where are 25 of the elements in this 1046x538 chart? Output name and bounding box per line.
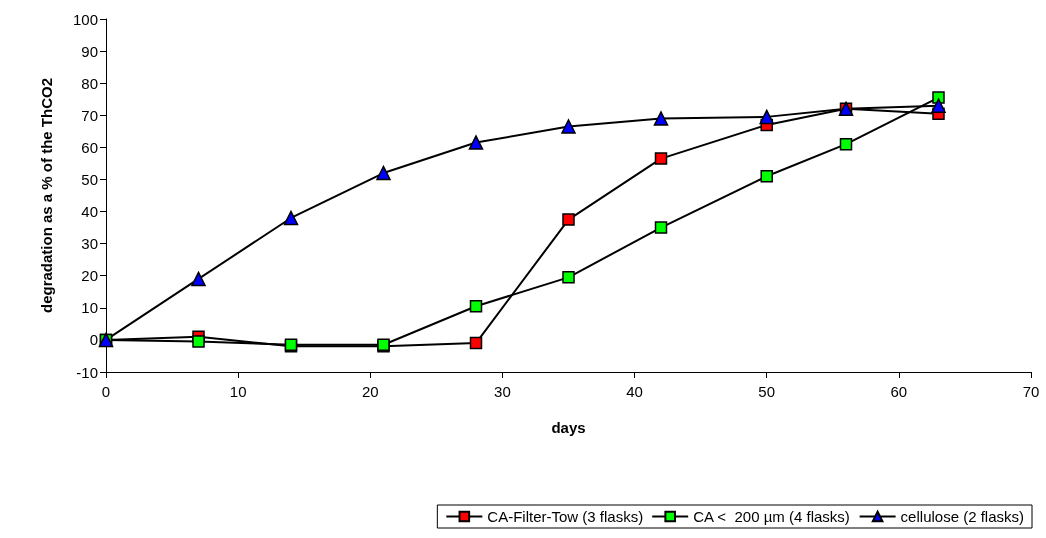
y-tick-label: 10 — [81, 299, 98, 317]
y-tick-label: 80 — [81, 74, 98, 92]
x-tick-label: 60 — [890, 383, 908, 400]
legend-label: CA < 200 µm (4 flasks) — [693, 508, 850, 525]
y-tick-label: 50 — [81, 170, 98, 188]
x-tick-label: 10 — [229, 383, 247, 400]
y-tick-label: 70 — [81, 106, 98, 124]
y-tick-label: 40 — [81, 203, 98, 221]
legend-label: CA-Filter-Tow (3 flasks) — [487, 508, 644, 525]
y-tick-label: 90 — [81, 42, 98, 60]
y-tick-label: -10 — [76, 363, 98, 381]
y-axis-title: degradation as a % of the ThCO2 — [38, 77, 55, 314]
x-tick-label: 0 — [101, 383, 111, 400]
x-tick-label: 40 — [626, 383, 643, 400]
x-tick-label: 50 — [758, 383, 776, 400]
y-tick-label: 0 — [89, 331, 98, 349]
y-tick-label: 30 — [81, 235, 98, 253]
x-tick-label: 70 — [1022, 383, 1040, 400]
legend-label: cellulose (2 flasks) — [900, 508, 1025, 525]
x-axis-title: days — [551, 419, 586, 436]
x-tick-label: 30 — [494, 383, 511, 400]
y-tick-label: 20 — [81, 267, 98, 285]
y-tick-label: 60 — [81, 138, 98, 156]
y-tick-label: 100 — [72, 10, 98, 28]
x-tick-label: 20 — [361, 383, 379, 400]
